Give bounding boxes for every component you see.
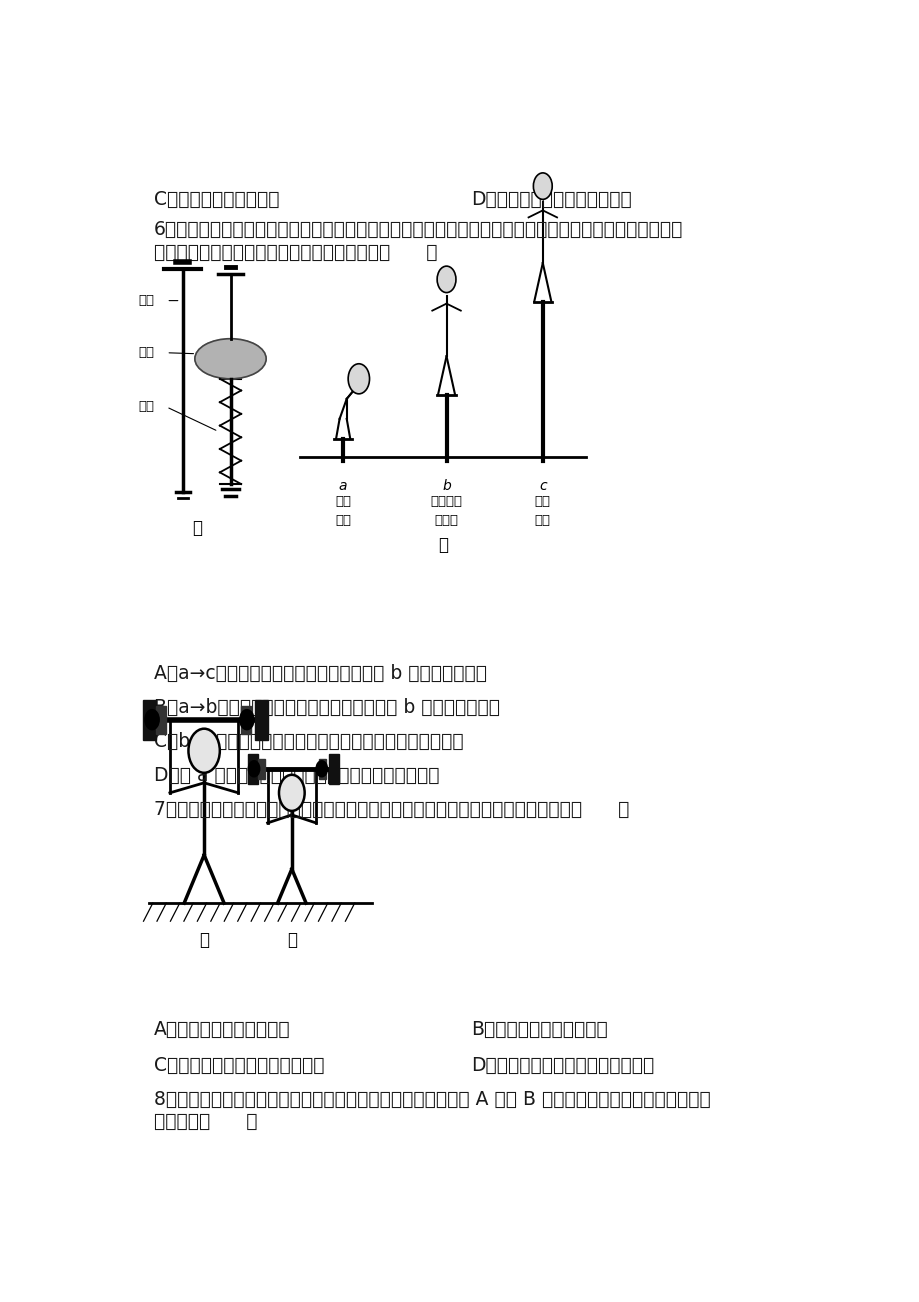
Text: 甲: 甲 (199, 931, 209, 949)
Text: B．a→b的过程中，弹簧的弹力越来越大，在 b 状态时弹力最大: B．a→b的过程中，弹簧的弹力越来越大，在 b 状态时弹力最大 (154, 698, 500, 716)
Text: 8、如图所示，是我国某地的等高线图，若把同一物体分别放在 A 点和 B 点，那么在哪一点时，此物体的重: 8、如图所示，是我国某地的等高线图，若把同一物体分别放在 A 点和 B 点，那么… (154, 1090, 710, 1108)
Circle shape (188, 729, 220, 773)
Ellipse shape (195, 339, 266, 379)
Text: 最高: 最高 (534, 495, 550, 508)
Circle shape (347, 363, 369, 393)
Text: D．在 a 状态时弹簧的弹性势能最大，小明的动能为零: D．在 a 状态时弹簧的弹性势能最大，小明的动能为零 (154, 766, 439, 785)
Text: 乙: 乙 (287, 931, 297, 949)
Text: 力势能大（      ）: 力势能大（ ） (154, 1112, 257, 1130)
Text: 跳杆: 跳杆 (139, 294, 154, 307)
Text: 最低: 最低 (335, 495, 351, 508)
Text: c: c (539, 479, 546, 493)
Text: C．b→c的过程中，弹簧的弹性势能转化为小明的重力势能: C．b→c的过程中，弹簧的弹性势能转化为小明的重力势能 (154, 732, 463, 751)
Circle shape (316, 760, 327, 777)
Text: 位置: 位置 (335, 514, 351, 527)
Text: A．a→c的过程中，小明先加速后减速，在 b 状态时速度最大: A．a→c的过程中，小明先加速后减速，在 b 状态时速度最大 (154, 664, 487, 682)
Circle shape (278, 775, 304, 811)
Circle shape (240, 710, 254, 729)
Text: 6、弹跳杆运动是一项广受欢迎的运动，其结构如图甲所示、图乙是小明玩弹跳杆时，由最低位置上升到最: 6、弹跳杆运动是一项广受欢迎的运动，其结构如图甲所示、图乙是小明玩弹跳杆时，由最… (154, 220, 683, 240)
Text: 甲: 甲 (192, 519, 202, 538)
Bar (155, 706, 165, 734)
Text: a: a (338, 479, 347, 493)
Text: 踏板: 踏板 (139, 346, 154, 359)
Text: D．甲、乙做功相等，乙的功率较大: D．甲、乙做功相等，乙的功率较大 (471, 1056, 654, 1074)
Bar (319, 759, 325, 779)
Bar (142, 699, 155, 740)
Bar (255, 699, 268, 740)
Text: 位置: 位置 (534, 514, 550, 527)
Text: b: b (442, 479, 450, 493)
Text: 到原长: 到原长 (434, 514, 458, 527)
Circle shape (248, 760, 259, 777)
Text: A．甲做功较多，功率较大: A．甲做功较多，功率较大 (154, 1021, 290, 1039)
Text: 高位置的过程，针对此过程，下列分析正确的（      ）: 高位置的过程，针对此过程，下列分析正确的（ ） (154, 242, 437, 262)
Text: 弹簧: 弹簧 (139, 401, 154, 413)
Text: D．物体的机械能可能发生变化: D．物体的机械能可能发生变化 (471, 190, 631, 210)
Text: B．甲做功较多，功率较小: B．甲做功较多，功率较小 (471, 1021, 607, 1039)
Circle shape (533, 173, 551, 199)
Text: 弹簧恢复: 弹簧恢复 (430, 495, 462, 508)
Circle shape (437, 266, 456, 293)
Text: C．物体的动能一定增大: C．物体的动能一定增大 (154, 190, 279, 210)
Text: C．甲做功较多，甲、乙功率相等: C．甲做功较多，甲、乙功率相等 (154, 1056, 324, 1074)
Bar (257, 759, 265, 779)
Circle shape (145, 710, 159, 729)
Bar (241, 706, 251, 734)
Text: 7、如图，两名运动员，甲比乙高，如果他们举起相同质量的杠铃所用时间相等，则（      ）: 7、如图，两名运动员，甲比乙高，如果他们举起相同质量的杠铃所用时间相等，则（ ） (154, 799, 629, 819)
Text: 乙: 乙 (437, 536, 448, 555)
Bar (247, 754, 257, 784)
Bar (329, 754, 338, 784)
